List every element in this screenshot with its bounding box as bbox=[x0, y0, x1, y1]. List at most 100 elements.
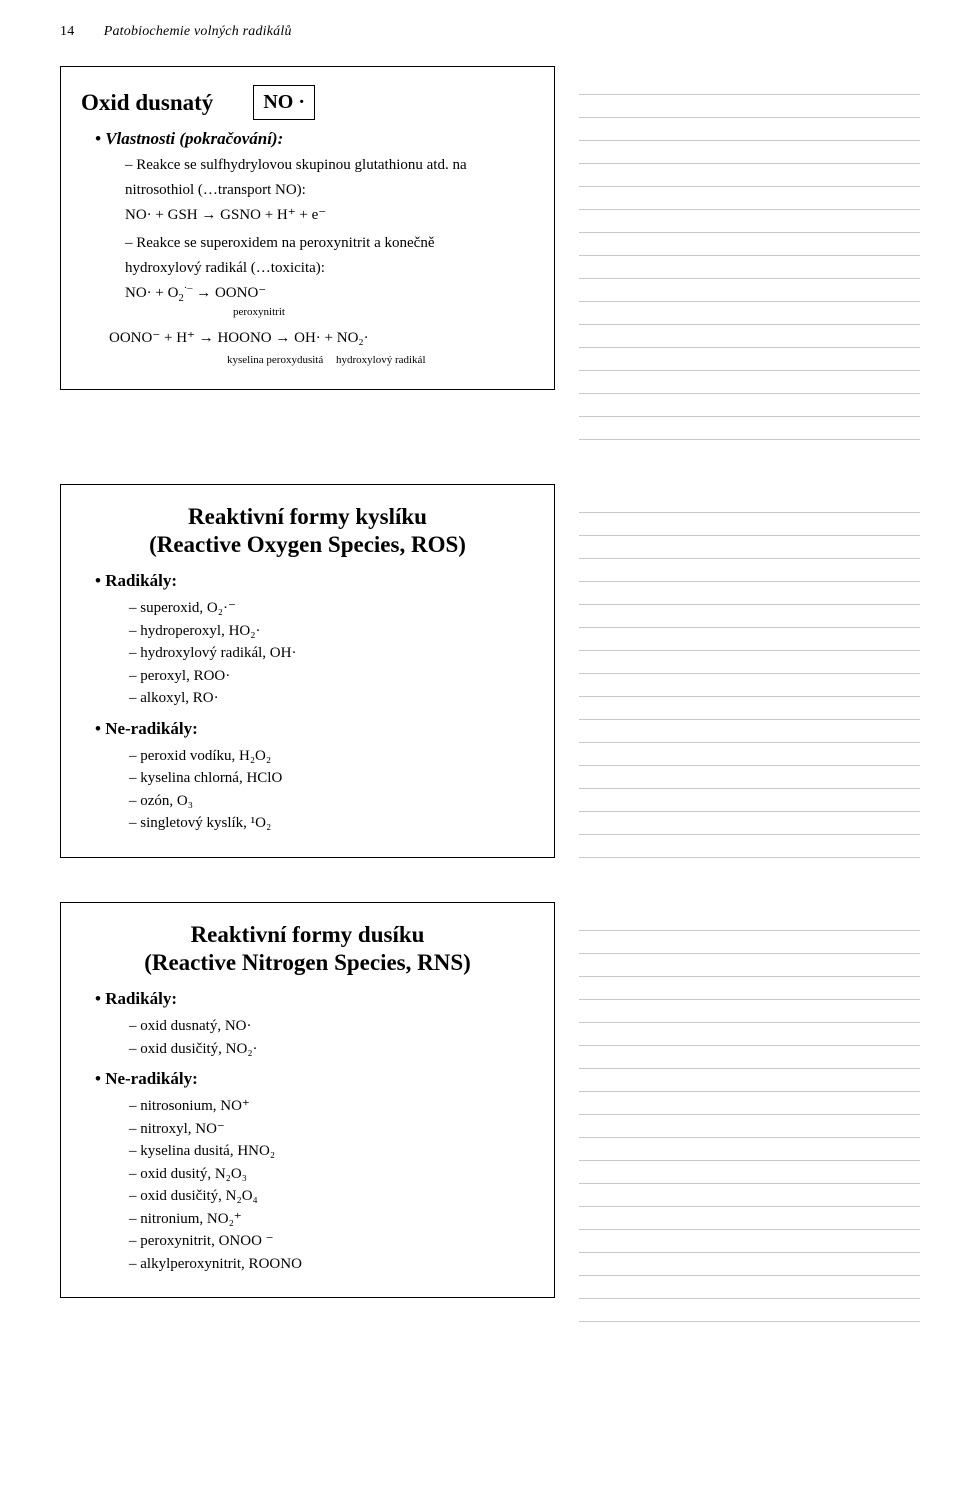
notes-col-1 bbox=[579, 66, 920, 440]
running-header: 14 Patobiochemie volných radikálů bbox=[60, 24, 920, 40]
s3-n8: alkylperoxynitrit, ROONO bbox=[129, 1253, 534, 1276]
note-line bbox=[579, 628, 920, 651]
s3-n4: oxid dusitý, N₂O₃ bbox=[129, 1163, 534, 1186]
note-line bbox=[579, 954, 920, 977]
note-line bbox=[579, 371, 920, 394]
s2-r5: alkoxyl, RO· bbox=[129, 687, 534, 710]
s1-formula2-post: → OONO⁻ bbox=[192, 285, 266, 301]
note-line bbox=[579, 1207, 920, 1230]
note-line bbox=[579, 1276, 920, 1299]
note-line bbox=[579, 118, 920, 141]
note-line bbox=[579, 1115, 920, 1138]
s2-title-l1: Reaktivní formy kyslíku bbox=[188, 504, 427, 529]
note-line bbox=[579, 72, 920, 95]
s1-f3-label2: hydroxylový radikál bbox=[336, 353, 426, 368]
s3-bullet2: • Ne-radikály: bbox=[95, 1068, 534, 1091]
notes-col-3 bbox=[579, 902, 920, 1322]
s1-formula2-label: peroxynitrit bbox=[233, 305, 534, 320]
note-line bbox=[579, 95, 920, 118]
s1-formula2-pre: NO· + O bbox=[125, 285, 178, 301]
note-line bbox=[579, 417, 920, 440]
s3-n3: kyselina dusitá, HNO₂ bbox=[129, 1140, 534, 1163]
s2-radicals-list: superoxid, O₂·⁻ hydroperoxyl, HO₂· hydro… bbox=[129, 597, 534, 710]
note-line bbox=[579, 348, 920, 371]
note-line bbox=[579, 164, 920, 187]
note-line bbox=[579, 1299, 920, 1322]
s1-formula2: NO· + O2·– → OONO⁻ bbox=[125, 283, 534, 303]
s3-bullet1: • Radikály: bbox=[95, 988, 534, 1011]
s2-r4: peroxyl, ROO· bbox=[129, 665, 534, 688]
s3-r1: oxid dusnatý, NO· bbox=[129, 1015, 534, 1038]
s1-formula3: OONO⁻ + H⁺ → HOONO → OH· + NO₂· bbox=[109, 328, 534, 348]
s2-n1: peroxid vodíku, H₂O₂ bbox=[129, 745, 534, 768]
s3-title-l2: (Reactive Nitrogen Species, RNS) bbox=[81, 949, 534, 977]
s1-bullet-heading: • Vlastnosti (pokračování): bbox=[95, 128, 534, 151]
note-line bbox=[579, 605, 920, 628]
note-line bbox=[579, 1253, 920, 1276]
section2-title: Reaktivní formy kyslíku (Reactive Oxygen… bbox=[81, 503, 534, 558]
note-line bbox=[579, 908, 920, 931]
s3-n6: nitronium, NO₂⁺ bbox=[129, 1208, 534, 1231]
note-line bbox=[579, 1184, 920, 1207]
s1-item2-l1: Reakce se superoxidem na peroxynitrit a … bbox=[125, 233, 534, 254]
content-box-2: Reaktivní formy kyslíku (Reactive Oxygen… bbox=[60, 484, 555, 858]
note-line bbox=[579, 835, 920, 858]
note-line bbox=[579, 302, 920, 325]
note-line bbox=[579, 582, 920, 605]
note-line bbox=[579, 1046, 920, 1069]
note-line bbox=[579, 1138, 920, 1161]
s3-title-l1: Reaktivní formy dusíku bbox=[191, 922, 425, 947]
note-line bbox=[579, 1069, 920, 1092]
section-oxid-dusnaty: Oxid dusnatý NO · • Vlastnosti (pokračov… bbox=[60, 66, 920, 440]
s2-bullet1: • Radikály: bbox=[95, 570, 534, 593]
note-line bbox=[579, 697, 920, 720]
note-line bbox=[579, 536, 920, 559]
section1-title: Oxid dusnatý bbox=[81, 87, 213, 118]
no-symbol-box: NO · bbox=[253, 85, 315, 120]
s2-n3: ozón, O₃ bbox=[129, 790, 534, 813]
s1-item2-l2: hydroxylový radikál (…toxicita): bbox=[125, 258, 534, 279]
note-line bbox=[579, 141, 920, 164]
note-line bbox=[579, 812, 920, 835]
s1-item1-l1: Reakce se sulfhydrylovou skupinou glutat… bbox=[125, 155, 534, 176]
s2-bullet2: • Ne-radikály: bbox=[95, 718, 534, 741]
s1-formula1: NO· + GSH → GSNO + H⁺ + e⁻ bbox=[125, 205, 534, 225]
s2-r2: hydroperoxyl, HO₂· bbox=[129, 620, 534, 643]
note-line bbox=[579, 233, 920, 256]
note-line bbox=[579, 256, 920, 279]
s3-radicals-list: oxid dusnatý, NO· oxid dusičitý, NO₂· bbox=[129, 1015, 534, 1060]
s3-n2: nitroxyl, NO⁻ bbox=[129, 1118, 534, 1141]
note-line bbox=[579, 1000, 920, 1023]
s1-formula3-labels: kyselina peroxydusitá hydroxylový radiká… bbox=[95, 353, 534, 368]
note-line bbox=[579, 187, 920, 210]
note-line bbox=[579, 720, 920, 743]
content-box-1: Oxid dusnatý NO · • Vlastnosti (pokračov… bbox=[60, 66, 555, 390]
note-line bbox=[579, 513, 920, 536]
section3-title: Reaktivní formy dusíku (Reactive Nitroge… bbox=[81, 921, 534, 976]
note-line bbox=[579, 279, 920, 302]
note-line bbox=[579, 325, 920, 348]
s2-r1: superoxid, O₂·⁻ bbox=[129, 597, 534, 620]
s3-n7: peroxynitrit, ONOO ⁻ bbox=[129, 1230, 534, 1253]
note-line bbox=[579, 394, 920, 417]
note-line bbox=[579, 674, 920, 697]
note-line bbox=[579, 651, 920, 674]
s3-n1: nitrosonium, NO⁺ bbox=[129, 1095, 534, 1118]
note-line bbox=[579, 977, 920, 1000]
note-line bbox=[579, 789, 920, 812]
note-line bbox=[579, 210, 920, 233]
note-line bbox=[579, 490, 920, 513]
note-line bbox=[579, 559, 920, 582]
notes-col-2 bbox=[579, 484, 920, 858]
content-box-3: Reaktivní formy dusíku (Reactive Nitroge… bbox=[60, 902, 555, 1298]
section-ros: Reaktivní formy kyslíku (Reactive Oxygen… bbox=[60, 484, 920, 858]
s3-r2: oxid dusičitý, NO₂· bbox=[129, 1038, 534, 1061]
title-row-1: Oxid dusnatý NO · bbox=[81, 85, 534, 120]
s2-r3: hydroxylový radikál, OH· bbox=[129, 642, 534, 665]
s3-n5: oxid dusičitý, N₂O₄ bbox=[129, 1185, 534, 1208]
note-line bbox=[579, 931, 920, 954]
running-title: Patobiochemie volných radikálů bbox=[104, 24, 292, 39]
s1-f3-label1: kyselina peroxydusitá bbox=[227, 353, 323, 368]
note-line bbox=[579, 1092, 920, 1115]
s3-nonradicals-list: nitrosonium, NO⁺ nitroxyl, NO⁻ kyselina … bbox=[129, 1095, 534, 1275]
